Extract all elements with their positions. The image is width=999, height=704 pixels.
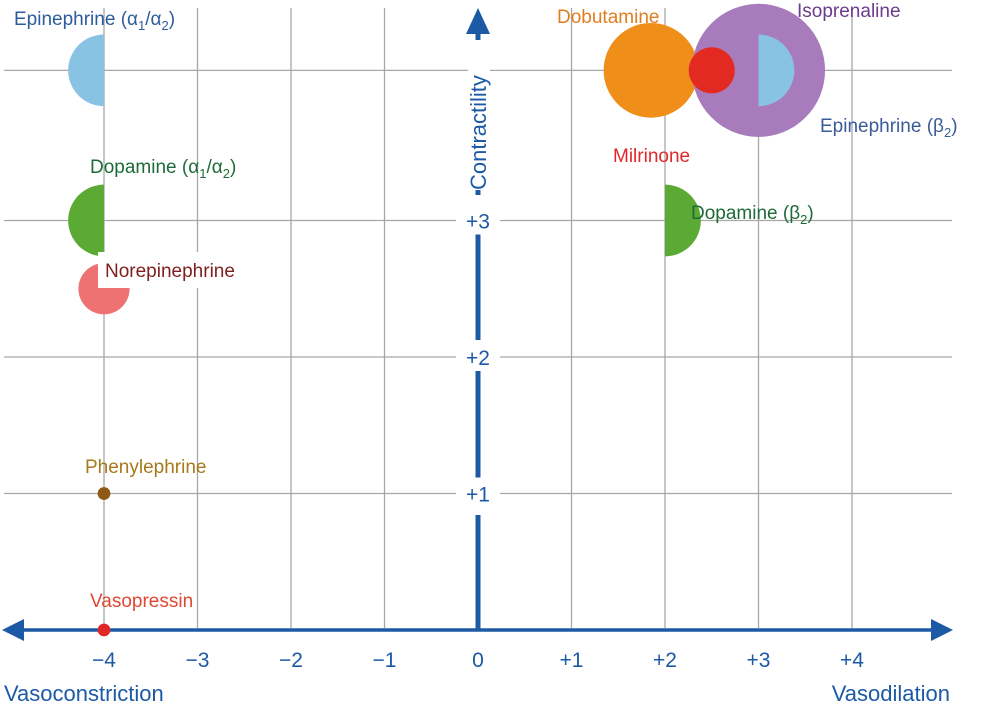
x-tick-label: +1 <box>560 649 584 672</box>
y-axis-label: Contractility <box>466 75 491 190</box>
x-axis-right-label: Vasodilation <box>832 681 950 704</box>
label-norepinephrine: Norepinephrine <box>105 261 235 282</box>
y-axis-arrowhead <box>466 8 490 34</box>
y-tick-label: +1 <box>466 484 490 507</box>
marker-epinephrine-beta <box>758 34 795 107</box>
label-milrinone: Milrinone <box>613 146 690 167</box>
label-dopamine-alpha: Dopamine (α1/α2) <box>90 157 236 181</box>
y-axis-title: Contractility <box>466 40 491 190</box>
x-axis-left-label: Vasoconstriction <box>4 681 164 704</box>
marker-dopamine-beta <box>665 184 701 257</box>
label-dopamine-beta: Dopamine (β2) <box>691 203 814 227</box>
x-tick-label: −1 <box>373 649 397 672</box>
label-epinephrine-beta: Epinephrine (β2) <box>820 116 958 140</box>
y-tick-labels: +1 +2 +3 <box>456 204 500 508</box>
x-axis-left-arrowhead <box>2 619 24 641</box>
label-epinephrine-alpha: Epinephrine (α1/α2) <box>14 9 175 33</box>
x-tick-label: +2 <box>653 649 677 672</box>
label-phenylephrine: Phenylephrine <box>85 457 206 478</box>
marker-dobutamine <box>603 22 699 118</box>
y-tick-backing <box>456 477 500 508</box>
label-vasopressin: Vasopressin <box>90 591 193 612</box>
marker-vasopressin <box>97 623 111 637</box>
y-tick-label: +3 <box>466 211 490 234</box>
label-dobutamine: Dobutamine <box>557 7 659 28</box>
marker-dopamine-alpha <box>68 184 104 257</box>
drug-markers <box>68 3 826 637</box>
marker-epinephrine-alpha <box>68 34 104 107</box>
marker-milrinone <box>688 47 735 94</box>
x-axis-right-arrowhead <box>931 619 953 641</box>
x-tick-label: −3 <box>186 649 210 672</box>
x-tick-labels: −4 −3 −2 −1 0 +1 +2 +3 +4 <box>92 649 864 672</box>
marker-phenylephrine <box>97 487 111 500</box>
x-tick-label: −2 <box>279 649 303 672</box>
x-tick-label: 0 <box>472 649 484 672</box>
x-tick-label: +3 <box>747 649 771 672</box>
x-tick-label: +4 <box>840 649 864 672</box>
label-isoprenaline: Isoprenaline <box>797 1 901 22</box>
y-tick-backing <box>456 204 500 235</box>
x-tick-label: −4 <box>92 649 116 672</box>
y-tick-backing <box>456 341 500 371</box>
y-tick-label: +2 <box>466 347 490 370</box>
drug-labels: Epinephrine (α1/α2) Dopamine (α1/α2) Nor… <box>14 1 958 612</box>
